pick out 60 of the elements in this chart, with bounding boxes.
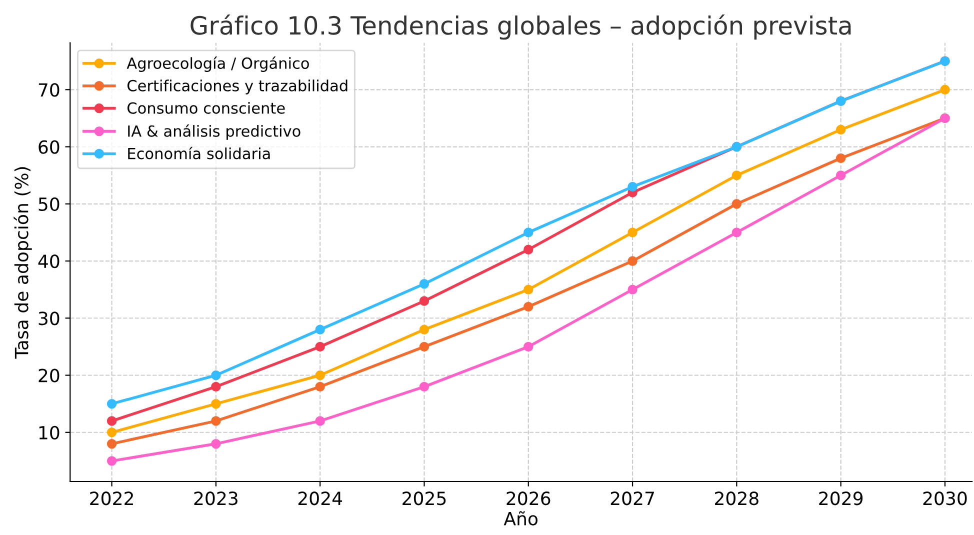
point bbox=[106, 416, 117, 426]
legend-label: Consumo consciente bbox=[128, 102, 285, 114]
point bbox=[732, 228, 742, 238]
y-tick-label: 50 bbox=[38, 197, 60, 211]
point bbox=[419, 382, 430, 392]
y-tick-label: 60 bbox=[38, 140, 60, 154]
point bbox=[211, 398, 221, 409]
point bbox=[524, 302, 534, 312]
point bbox=[732, 170, 742, 180]
x-tick-label: 2028 bbox=[715, 492, 758, 506]
y-tick-label: 10 bbox=[39, 426, 60, 440]
point bbox=[419, 278, 430, 289]
point bbox=[419, 296, 430, 306]
x-tick-label: 2029 bbox=[819, 492, 863, 506]
point bbox=[315, 382, 325, 392]
point bbox=[106, 428, 117, 438]
x-tick-label: 2026 bbox=[506, 492, 550, 506]
point bbox=[524, 228, 534, 238]
x-axis-title: Año bbox=[504, 511, 538, 526]
point bbox=[836, 153, 846, 164]
point bbox=[315, 324, 325, 334]
legend-label: Certificaciones y trazabilidad bbox=[128, 80, 348, 94]
x-tick-label: 2022 bbox=[90, 492, 133, 506]
x-tick-label: 2030 bbox=[923, 492, 967, 506]
point bbox=[211, 416, 221, 426]
x-tick-label: 2023 bbox=[194, 492, 238, 506]
point bbox=[315, 416, 325, 426]
x-tick-label: 2024 bbox=[298, 492, 342, 506]
point bbox=[106, 456, 117, 466]
legend-label: Agroecología / Orgánico bbox=[126, 56, 309, 72]
y-tick-label: 70 bbox=[38, 83, 60, 97]
point bbox=[940, 84, 950, 94]
legend-label: IA & análisis predictivo bbox=[128, 124, 300, 140]
point bbox=[628, 284, 638, 294]
point bbox=[315, 342, 325, 352]
legend-label: Economía solidaria bbox=[128, 146, 270, 160]
point bbox=[106, 398, 117, 409]
y-tick-label: 30 bbox=[38, 312, 60, 326]
y-tick-label: 40 bbox=[38, 254, 60, 268]
x-tick-label: 2025 bbox=[402, 492, 446, 506]
chart-title: Gráfico 10.3 Tendencias globales – adopción prevista bbox=[190, 14, 851, 40]
point bbox=[106, 438, 117, 449]
point bbox=[211, 382, 221, 392]
point bbox=[628, 256, 638, 266]
point bbox=[211, 438, 221, 449]
y-axis-title: Tasa de adopción (%) bbox=[14, 167, 32, 359]
point bbox=[524, 244, 534, 254]
x-tick-label: 2027 bbox=[610, 492, 654, 506]
point bbox=[419, 324, 430, 334]
point bbox=[628, 228, 638, 238]
point bbox=[836, 124, 846, 134]
point bbox=[524, 284, 534, 294]
point bbox=[524, 342, 534, 352]
point bbox=[628, 182, 638, 192]
point bbox=[419, 342, 430, 352]
point bbox=[836, 170, 846, 180]
point bbox=[732, 199, 742, 209]
y-tick-label: 20 bbox=[38, 368, 60, 382]
point bbox=[315, 370, 325, 380]
point bbox=[211, 370, 221, 380]
